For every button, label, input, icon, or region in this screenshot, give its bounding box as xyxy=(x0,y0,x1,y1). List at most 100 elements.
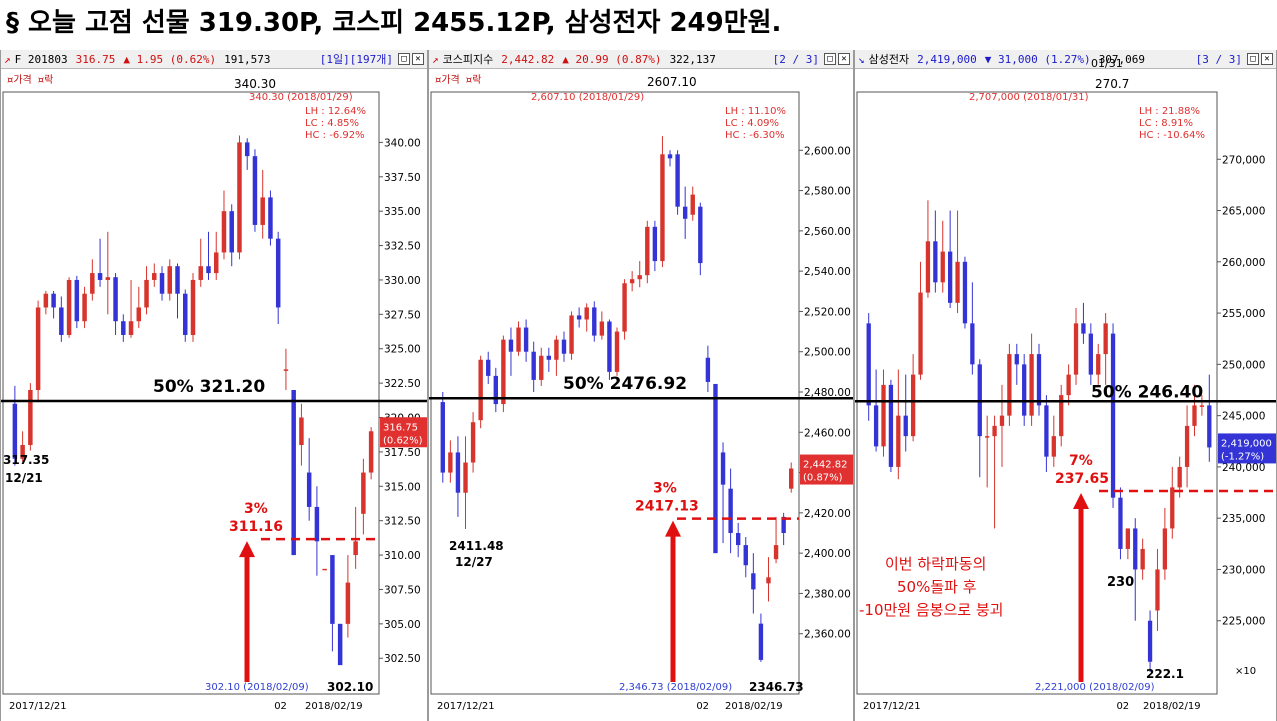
candle-body xyxy=(789,468,794,489)
candle-body xyxy=(910,374,916,437)
candle-body xyxy=(368,431,374,473)
last-price-pct: (0.87%) xyxy=(803,473,843,484)
x-tick-label: 02 xyxy=(1116,701,1129,712)
candle-body xyxy=(999,415,1005,426)
y-tick-label: 245,000 xyxy=(1222,411,1265,423)
target-arrow-head xyxy=(1073,493,1089,510)
stat-line: LH : 21.88% xyxy=(1139,106,1200,117)
low2-label: 302.10 xyxy=(327,680,373,694)
legend-item-price[interactable]: ¤가격 xyxy=(435,75,460,86)
stat-line: LC : 4.85% xyxy=(305,118,359,129)
candle-body xyxy=(1066,374,1071,396)
legend-item-price[interactable]: ¤가격 xyxy=(7,75,32,86)
candle-body xyxy=(675,154,680,207)
comment-line: 이번 하락파동의 xyxy=(885,555,986,573)
high-label: 340.30 xyxy=(234,77,276,91)
page-indicator[interactable]: [2 / 3] xyxy=(772,53,819,66)
candle-body xyxy=(35,307,41,390)
candle-body xyxy=(705,357,711,382)
period-selector[interactable]: [1일][197개] xyxy=(319,53,393,66)
candle-body xyxy=(90,273,95,294)
candle-body xyxy=(933,241,938,283)
y-tick-label: 327.50 xyxy=(384,309,421,321)
y-tick-label: 2,360.00 xyxy=(804,629,851,641)
y-tick-label: 305.00 xyxy=(384,619,421,631)
futures-candlestick-chart: 340.00 337.50 335.00 332.50 330.00 327.50 325.… xyxy=(1,77,427,712)
kospi-chart-panel: ↗ 코스피지수 2,442.82 ▲ 20.99 (0.87%) 322,137 [2 … xyxy=(428,50,854,721)
y-tick-label: 307.50 xyxy=(384,584,421,596)
target-label: 311.16 xyxy=(229,519,283,535)
candle-body xyxy=(306,472,312,507)
y-tick-label: 240,000 xyxy=(1222,462,1265,474)
candle-body xyxy=(523,327,529,352)
candle-body xyxy=(888,384,894,467)
candle-body xyxy=(1029,354,1034,416)
y-tick-label: 2,580.00 xyxy=(804,186,851,198)
candle-body xyxy=(268,197,273,239)
legend-item-ex[interactable]: ¤락 xyxy=(465,75,482,86)
candle-body xyxy=(962,261,968,324)
last-price-value: 2,442.82 xyxy=(803,460,848,471)
restore-button[interactable]: □ xyxy=(1247,53,1259,65)
candle-body xyxy=(463,462,468,493)
y-unit-label: ×10 xyxy=(1235,666,1256,677)
candle-body xyxy=(237,142,242,253)
candle-body xyxy=(992,425,997,437)
candle-body xyxy=(59,307,64,335)
y-tick-label: 335.00 xyxy=(384,206,421,218)
candle-body xyxy=(20,445,25,459)
candle-body xyxy=(1073,323,1079,375)
page-indicator[interactable]: [3 / 3] xyxy=(1195,53,1242,66)
candle-body xyxy=(51,293,56,308)
instrument-name: F 201803 xyxy=(14,53,68,66)
candle-body xyxy=(569,315,574,354)
candle-body xyxy=(213,252,219,274)
current-price: 2,419,000 xyxy=(917,53,977,66)
target-arrow-head xyxy=(239,541,255,558)
legend-item-ex[interactable]: ¤락 xyxy=(37,75,54,86)
y-tick-label: 330.00 xyxy=(384,275,421,287)
candle-body xyxy=(735,533,741,546)
candle-body xyxy=(1096,354,1101,375)
high-label: 270.7 xyxy=(1095,77,1129,91)
candle-body xyxy=(1088,333,1093,375)
close-button[interactable]: ✕ xyxy=(412,53,424,65)
candle-body xyxy=(221,211,227,253)
candle-body xyxy=(299,417,304,446)
volume: 307,069 xyxy=(1098,53,1146,66)
current-price: 2,442.82 xyxy=(501,53,555,66)
close-button[interactable]: ✕ xyxy=(838,53,850,65)
chart-title-bar: ↗ F 201803 316.75 ▲ 1.95 (0.62%) 191,573 [1일… xyxy=(1,50,427,69)
stat-line: LC : 4.09% xyxy=(725,118,779,129)
candle-body xyxy=(260,197,265,225)
headline: § 오늘 고점 선물 319.30P, 코스피 2455.12P, 삼성전자 2… xyxy=(6,8,782,38)
y-tick-label: 225,000 xyxy=(1222,616,1265,628)
comment-line: 50%돌파 후 xyxy=(897,578,977,596)
candle-body xyxy=(1199,405,1205,407)
close-button[interactable]: ✕ xyxy=(1261,53,1273,65)
candle-body xyxy=(229,211,234,253)
candle-body xyxy=(682,206,688,219)
high-note: 340.30 (2018/01/29) xyxy=(249,92,353,103)
y-tick-label: 337.50 xyxy=(384,172,421,184)
fifty-percent-label: 50% 246.40 xyxy=(1091,382,1203,402)
y-tick-label: 340.00 xyxy=(384,137,421,149)
candle-body xyxy=(136,307,142,322)
restore-button[interactable]: □ xyxy=(824,53,836,65)
candle-body xyxy=(1110,333,1116,498)
candle-body xyxy=(584,307,589,320)
candle-body xyxy=(1177,466,1182,488)
candle-body xyxy=(478,359,483,421)
y-tick-label: 255,000 xyxy=(1222,308,1265,320)
candle-body xyxy=(645,226,650,276)
candle-body xyxy=(751,573,756,590)
candle-body xyxy=(74,279,80,322)
y-tick-label: 2,460.00 xyxy=(804,427,851,439)
restore-button[interactable]: □ xyxy=(398,53,410,65)
candle-body xyxy=(128,321,134,335)
y-tick-label: 265,000 xyxy=(1222,206,1265,218)
stat-line: LH : 11.10% xyxy=(725,106,786,117)
trend-arrow-icon: ↗ xyxy=(4,53,11,66)
candle-body xyxy=(903,415,908,437)
last-price-box xyxy=(800,454,853,485)
